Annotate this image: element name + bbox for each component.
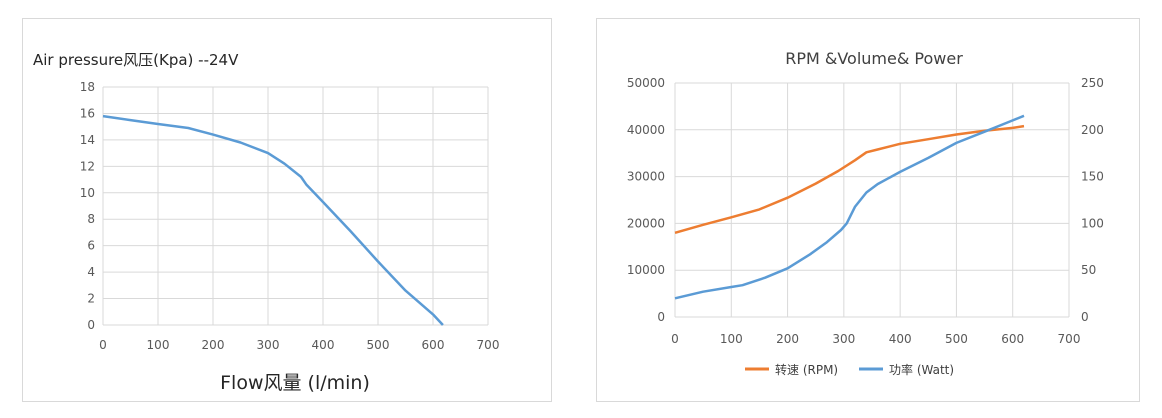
pressure-y-tick-label: 14 <box>80 133 95 147</box>
pressure-x-ticks: 0 100 200 300 400 500 600 700 <box>99 338 499 352</box>
rpm-power-chart: 0 10000 20000 30000 40000 50000 0 50 100 150 200 2… <box>627 49 1104 377</box>
power-y-tick-label: 150 <box>1081 170 1104 184</box>
rpm-power-x-tick-label: 500 <box>945 332 968 346</box>
rpm-power-x-tick-label: 200 <box>776 332 799 346</box>
power-y-tick-label: 0 <box>1081 310 1089 324</box>
pressure-y-tick-label: 16 <box>80 106 95 120</box>
pressure-y-tick-label: 8 <box>87 212 95 226</box>
rpm-y-tick-label: 0 <box>657 310 665 324</box>
pressure-x-tick-label: 700 <box>477 338 500 352</box>
pressure-series <box>102 114 444 326</box>
rpm-y-ticks: 0 10000 20000 30000 40000 50000 <box>627 76 665 324</box>
pressure-chart-title: Air pressure风压(Kpa) --24V <box>33 51 239 69</box>
legend-power-label: 功率 (Watt) <box>889 362 954 377</box>
pressure-chart: 0 2 4 6 8 10 12 14 16 18 0 100 200 300 400 500 600 700 A… <box>33 51 499 394</box>
rpm-power-x-tick-label: 300 <box>832 332 855 346</box>
rpm-power-chart-panel: 0 10000 20000 30000 40000 50000 0 50 100 150 200 2… <box>596 18 1140 402</box>
rpm-y-tick-label: 50000 <box>627 76 665 90</box>
rpm-power-x-tick-label: 600 <box>1001 332 1024 346</box>
pressure-y-tick-label: 2 <box>87 292 95 306</box>
pressure-grid <box>102 86 489 326</box>
rpm-power-x-tick-label: 400 <box>889 332 912 346</box>
pressure-x-tick-label: 100 <box>147 338 170 352</box>
legend-rpm-label: 转速 (RPM) <box>775 362 838 377</box>
pressure-y-tick-label: 12 <box>80 159 95 173</box>
rpm-power-chart-title: RPM &Volume& Power <box>785 49 963 68</box>
power-y-tick-label: 100 <box>1081 216 1104 230</box>
power-y-tick-label: 200 <box>1081 123 1104 137</box>
pressure-x-tick-label: 400 <box>312 338 335 352</box>
pressure-chart-panel: 0 2 4 6 8 10 12 14 16 18 0 100 200 300 400 500 600 700 A… <box>22 18 552 402</box>
pressure-series-line <box>102 114 444 326</box>
pressure-x-tick-label: 0 <box>99 338 107 352</box>
rpm-y-tick-label: 10000 <box>627 263 665 277</box>
rpm-series-line <box>674 124 1025 235</box>
power-series-line <box>674 114 1025 300</box>
power-y-tick-label: 250 <box>1081 76 1104 90</box>
pressure-x-tick-label: 300 <box>257 338 280 352</box>
power-y-ticks: 0 50 100 150 200 250 <box>1081 76 1104 324</box>
pressure-x-tick-label: 500 <box>367 338 390 352</box>
pressure-y-ticks: 0 2 4 6 8 10 12 14 16 18 <box>80 80 95 332</box>
pressure-y-tick-label: 10 <box>80 186 95 200</box>
pressure-x-tick-label: 200 <box>202 338 225 352</box>
rpm-power-series <box>674 114 1025 300</box>
rpm-y-tick-label: 40000 <box>627 123 665 137</box>
rpm-power-x-tick-label: 0 <box>671 332 679 346</box>
pressure-y-tick-label: 4 <box>87 265 95 279</box>
rpm-power-x-tick-label: 700 <box>1058 332 1081 346</box>
pressure-y-tick-label: 6 <box>87 239 95 253</box>
pressure-x-tick-label: 600 <box>422 338 445 352</box>
rpm-y-tick-label: 20000 <box>627 216 665 230</box>
rpm-power-x-tick-label: 100 <box>720 332 743 346</box>
rpm-power-x-ticks: 0 100 200 300 400 500 600 700 <box>671 332 1080 346</box>
pressure-y-tick-label: 18 <box>80 80 95 94</box>
pressure-x-axis-label: Flow风量 (l/min) <box>220 372 370 394</box>
rpm-power-legend: 转速 (RPM) 功率 (Watt) <box>745 362 954 377</box>
power-y-tick-label: 50 <box>1081 263 1096 277</box>
pressure-y-tick-label: 0 <box>87 318 95 332</box>
rpm-power-grid <box>674 82 1070 318</box>
rpm-y-tick-label: 30000 <box>627 170 665 184</box>
